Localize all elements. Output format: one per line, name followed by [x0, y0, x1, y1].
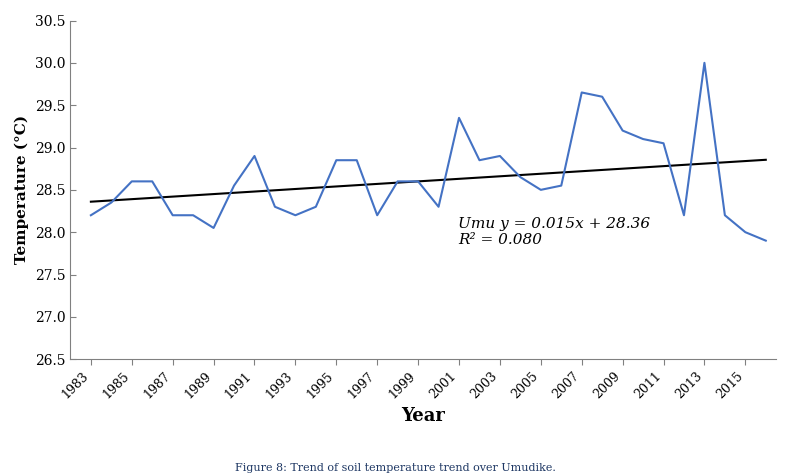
- X-axis label: Year: Year: [401, 407, 445, 425]
- Text: Umu y = 0.015x + 28.36
R² = 0.080: Umu y = 0.015x + 28.36 R² = 0.080: [459, 217, 651, 247]
- Text: Figure 8: Trend of soil temperature trend over Umudike.: Figure 8: Trend of soil temperature tren…: [235, 463, 556, 473]
- Y-axis label: Temperature (°C): Temperature (°C): [15, 115, 29, 264]
